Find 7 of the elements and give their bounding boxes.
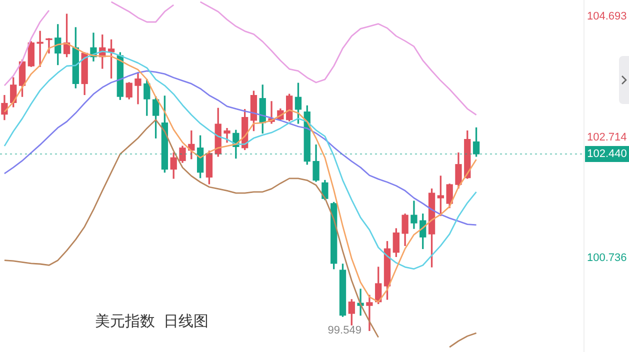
y-tick-label: 100.736 — [587, 252, 627, 264]
text: 美元指数 日线图 — [95, 313, 208, 330]
annotation: 99.549 — [328, 324, 362, 337]
y-tick-label: 102.714 — [587, 131, 627, 144]
candlestick — [46, 38, 52, 54]
y-tick-label: 104.693 — [587, 10, 627, 22]
ref-line-label: 102.440 — [587, 148, 627, 160]
